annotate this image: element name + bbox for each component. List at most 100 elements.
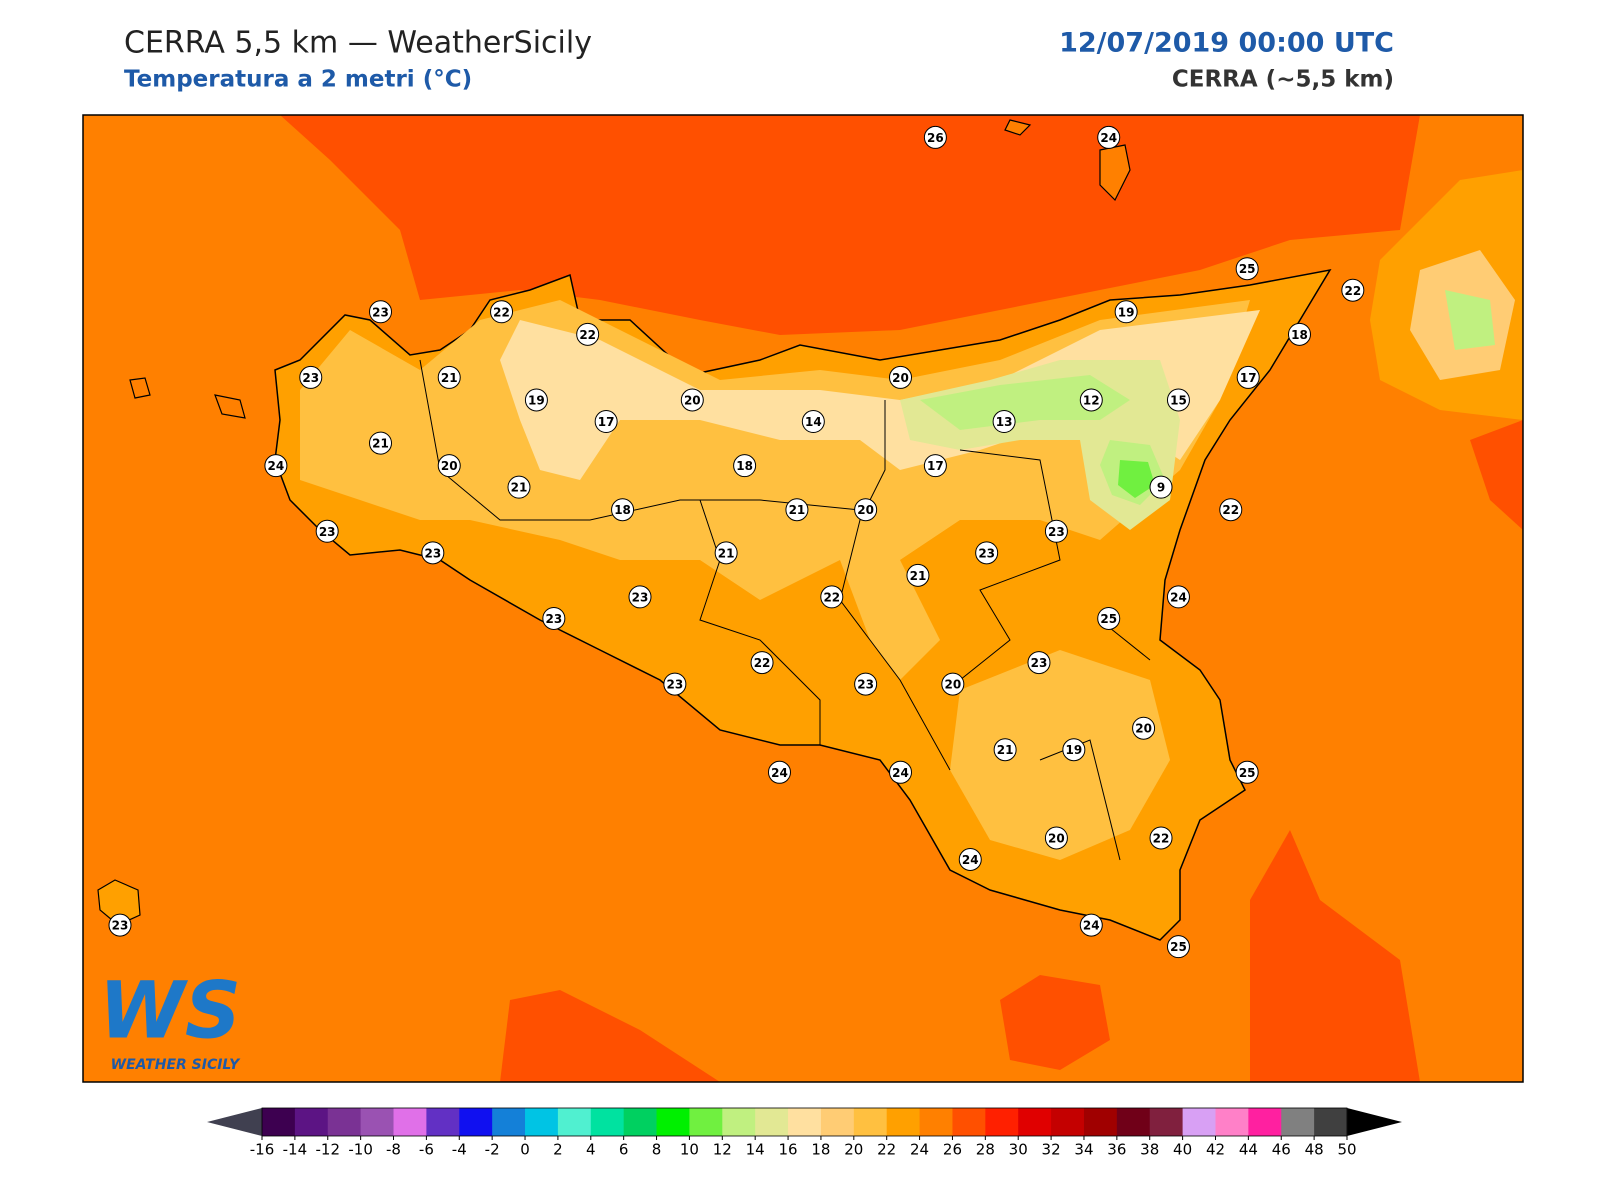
station-marker [1079,388,1103,412]
colorbar-swatch [1018,1108,1052,1136]
colorbar-tick-label: 48 [1305,1141,1324,1159]
station-marker [524,388,548,412]
station-marker [993,738,1017,762]
island [1004,119,1032,136]
station-marker [1166,935,1190,959]
station-marker [1166,585,1190,609]
colorbar-swatch [623,1108,658,1136]
colorbar-tick-label: 38 [1140,1141,1159,1159]
colorbar-swatch [1116,1108,1151,1136]
station-value: 20 [1048,831,1065,845]
colorbar-tick-label: 36 [1107,1141,1126,1159]
island [214,394,246,419]
station-marker [889,760,913,784]
colorbar-tick-label: 16 [779,1141,798,1159]
colorbar-swatch [459,1108,493,1136]
station-value: 24 [1100,131,1117,145]
station-marker [714,541,738,565]
station-marker [1341,278,1365,302]
logo-text: WEATHER SICILY [111,1057,242,1073]
station-value: 24 [1170,590,1187,604]
station-value: 22 [1153,831,1170,845]
station-value: 12 [1083,394,1100,408]
island [129,377,151,399]
station-marker [1149,475,1173,499]
station-marker [733,454,757,478]
station-marker [801,410,825,434]
colorbar-tick-label: 24 [910,1141,929,1159]
colorbar-tick-label: -8 [386,1141,401,1159]
station-marker [767,760,791,784]
colorbar-swatch [1281,1108,1315,1136]
station-marker [421,541,445,565]
station-marker [923,454,947,478]
colorbar-swatch [360,1108,395,1136]
station-value: 23 [857,678,874,692]
map-field [83,115,1523,1082]
colorbar-tick-label: -12 [316,1141,341,1159]
colorbar-swatch [722,1108,756,1136]
station-value: 18 [614,503,631,517]
colorbar-swatch [1083,1108,1118,1136]
station-marker [1287,322,1311,346]
station-marker [1219,498,1243,522]
colorbar-swatch [1215,1108,1249,1136]
colorbar-swatch [788,1108,822,1136]
colorbar-swatch [525,1108,559,1136]
station-value: 20 [441,459,458,473]
station-marker [889,365,913,389]
colorbar-tick-label: 42 [1206,1141,1225,1159]
station-value: 19 [1118,305,1135,319]
station-value: 23 [978,546,995,560]
colorbar-swatch [755,1108,789,1136]
station-value: 20 [944,678,961,692]
station-value: 21 [718,546,735,560]
colorbar-tick-label: 12 [713,1141,732,1159]
colorbar-tick-label: -10 [348,1141,373,1159]
colorbar-swatch [886,1108,921,1136]
station-marker [628,585,652,609]
station-value: 23 [372,305,389,319]
station-value: 21 [910,569,927,583]
station-marker [854,672,878,696]
station-value: 20 [684,394,701,408]
station-value: 24 [268,459,285,473]
station-marker [750,651,774,675]
station-value: 21 [511,481,528,495]
model-label: CERRA (~5,5 km) [1172,67,1394,93]
colorbar-swatch [1051,1108,1085,1136]
colorbar-tick-label: 34 [1074,1141,1093,1159]
zone [950,650,1170,860]
colorbar-tick-label: 46 [1272,1141,1291,1159]
colorbar-tick-label: 14 [746,1141,765,1159]
station-value: 22 [579,328,596,342]
station-marker [1097,606,1121,630]
station-marker [820,585,844,609]
station-marker [369,300,393,324]
station-marker [906,563,930,587]
station-value: 20 [892,371,909,385]
station-marker [108,913,132,937]
colorbar-swatch [689,1108,723,1136]
station-value: 17 [927,459,944,473]
zone [1118,460,1155,498]
colorbar-over [1347,1108,1402,1136]
station-value: 20 [1135,722,1152,736]
station-marker [542,606,566,630]
zone [920,375,1130,430]
colorbar-tick-label: -6 [419,1141,434,1159]
station-value: 14 [805,415,822,429]
station-marker [576,322,600,346]
station-marker [1149,826,1173,850]
station-value: 25 [1239,766,1256,780]
colorbar-swatch [1182,1108,1216,1136]
station-value: 24 [1083,919,1100,933]
station-marker [785,498,809,522]
map-frame [82,114,1524,1083]
station-value: 23 [112,919,129,933]
station-value: 18 [1291,328,1308,342]
station-value: 23 [545,612,562,626]
station-value: 26 [927,131,944,145]
colorbar-swatch [590,1108,625,1136]
colorbar-tick-label: 10 [680,1141,699,1159]
